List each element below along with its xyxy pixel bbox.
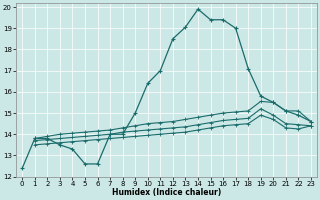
X-axis label: Humidex (Indice chaleur): Humidex (Indice chaleur) — [112, 188, 221, 197]
